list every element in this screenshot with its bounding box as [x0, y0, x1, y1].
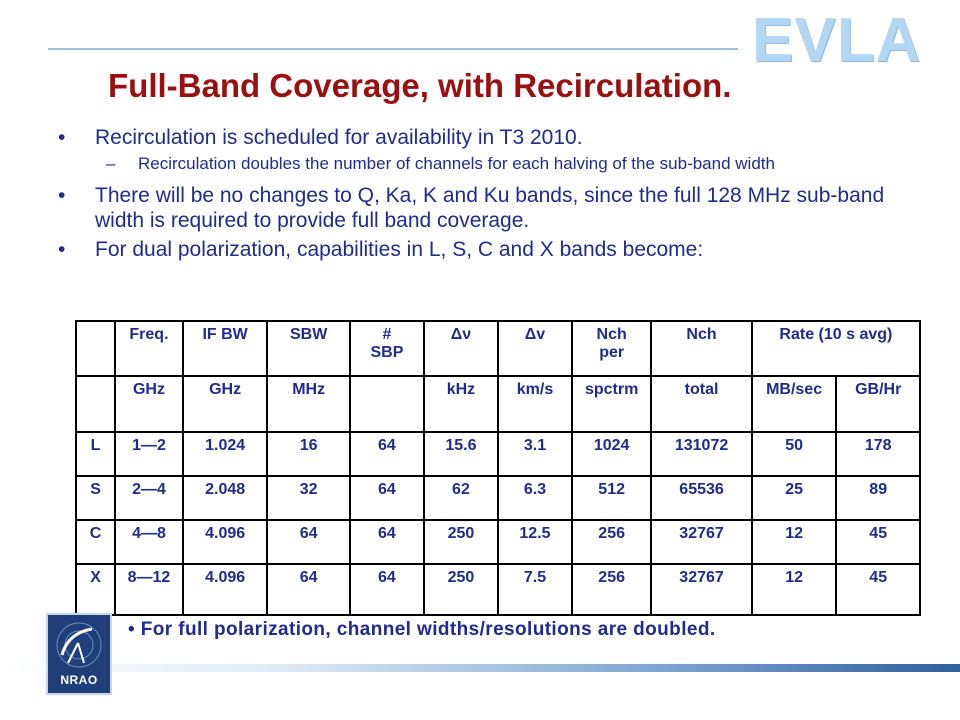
header-line: # [382, 326, 392, 343]
bullet-list: • Recirculation is scheduled for availabi… [58, 125, 918, 266]
footer-band [0, 664, 960, 672]
table-cell: 15.6 [422, 431, 499, 477]
header-cell: Δν [422, 320, 499, 377]
unit-cell: spctrm [570, 375, 653, 433]
table-cell: 4.096 [181, 563, 269, 616]
table-header-row: Freq. IF BW SBW # SBP Δν Δv Nch per Nch Ra… [74, 320, 922, 377]
header-cell: # SBP [348, 320, 425, 377]
unit-cell: GHz [181, 375, 269, 433]
table-cell: 89 [835, 475, 921, 521]
sub-bullet-text: Recirculation doubles the number of chan… [138, 154, 775, 173]
table-cell: 256 [570, 563, 653, 616]
header-cell: Δv [496, 320, 574, 377]
unit-cell: GHz [114, 375, 184, 433]
evla-logo: EVLA [752, 6, 922, 75]
table-cell: 64 [266, 563, 351, 616]
table-cell: 62 [422, 475, 499, 521]
footnote-text: For full polarization, channel widths/re… [140, 619, 716, 640]
bullet-dot-icon: • [58, 238, 66, 261]
table-cell: 250 [422, 563, 499, 616]
unit-cell: MB/sec [750, 375, 838, 433]
bullet-dot-icon: • [128, 619, 141, 640]
table-cell: 45 [835, 563, 921, 616]
table-cell: 1024 [570, 431, 653, 477]
table-cell: 7.5 [496, 563, 574, 616]
bullet-dot-icon: • [58, 126, 66, 149]
corner-cell [74, 320, 117, 377]
table-cell: 2.048 [181, 475, 269, 521]
table-cell: 1—2 [114, 431, 184, 477]
header-rule [48, 48, 738, 50]
band-cell: X [74, 563, 117, 616]
table-cell: 64 [348, 563, 425, 616]
table-cell: 6.3 [496, 475, 574, 521]
bullet-item: • There will be no changes to Q, Ka, K an… [58, 183, 918, 233]
bullet-item: • For dual polarization, capabilities in … [58, 237, 918, 262]
table-cell: 256 [570, 519, 653, 565]
table-cell: 64 [266, 519, 351, 565]
capabilities-table: Freq. IF BW SBW # SBP Δν Δv Nch per Nch Ra… [74, 320, 922, 616]
table-cell: 12 [750, 563, 838, 616]
table-cell: 16 [266, 431, 351, 477]
sub-bullet-item: – Recirculation doubles the number of cha… [58, 154, 918, 173]
table-cell: 131072 [650, 431, 753, 477]
bullet-text: There will be no changes to Q, Ka, K and… [95, 184, 885, 232]
table-cell: 12.5 [496, 519, 574, 565]
header-cell: Nch per [570, 320, 653, 377]
bullet-text: For dual polarization, capabilities in L… [95, 238, 704, 261]
table-cell: 4—8 [114, 519, 184, 565]
table-cell: 2—4 [114, 475, 184, 521]
table-cell: 32767 [650, 519, 753, 565]
table-cell: 25 [750, 475, 838, 521]
bullet-item: • Recirculation is scheduled for availabi… [58, 125, 918, 150]
table-cell: 8—12 [114, 563, 184, 616]
header-line: SBP [370, 344, 404, 361]
table-cell: 178 [835, 431, 921, 477]
nrao-logo: NRAO [46, 613, 112, 695]
unit-cell: km/s [496, 375, 574, 433]
table-row: S 2—4 2.048 32 64 62 6.3 512 65536 25 89 [74, 475, 921, 521]
unit-cell: kHz [422, 375, 499, 433]
table-cell: 64 [348, 475, 425, 521]
footnote: • For full polarization, channel widths/… [128, 619, 716, 641]
header-cell: Freq. [114, 320, 184, 377]
table-cell: 50 [750, 431, 838, 477]
nrao-text: NRAO [60, 673, 98, 687]
band-cell: C [74, 519, 117, 565]
header-line: per [599, 344, 625, 361]
header-line: Nch [596, 326, 627, 343]
table-row: L 1—2 1.024 16 64 15.6 3.1 1024 131072 5… [74, 431, 921, 477]
bullet-dot-icon: • [58, 184, 66, 207]
table-units-row: GHz GHz MHz kHz km/s spctrm total MB/sec… [74, 375, 921, 433]
table-cell: 45 [835, 519, 921, 565]
bullet-text: Recirculation is scheduled for availabil… [95, 126, 583, 149]
unit-cell: GB/Hr [835, 375, 921, 433]
table-cell: 12 [750, 519, 838, 565]
unit-cell: MHz [266, 375, 351, 433]
table-cell: 3.1 [496, 431, 574, 477]
table-cell: 64 [348, 519, 425, 565]
header-cell: SBW [266, 320, 351, 377]
table-cell: 250 [422, 519, 499, 565]
table-cell: 1.024 [181, 431, 269, 477]
header-cell: IF BW [181, 320, 269, 377]
table-cell: 512 [570, 475, 653, 521]
dash-icon: – [106, 154, 116, 173]
header-cell: Rate (10 s avg) [750, 320, 922, 377]
band-cell: L [74, 431, 117, 477]
slide-title: Full-Band Coverage, with Recirculation. [108, 67, 732, 104]
table-row: X 8—12 4.096 64 64 250 7.5 256 32767 12 … [74, 563, 921, 616]
header-cell: Nch [650, 320, 753, 377]
band-cell: S [74, 475, 117, 521]
table-cell: 4.096 [181, 519, 269, 565]
corner-cell [74, 375, 117, 433]
radio-telescope-icon [56, 622, 102, 668]
table-row: C 4—8 4.096 64 64 250 12.5 256 32767 12 … [74, 519, 921, 565]
unit-cell: total [650, 375, 753, 433]
table-cell: 32 [266, 475, 351, 521]
table-cell: 32767 [650, 563, 753, 616]
table-cell: 65536 [650, 475, 753, 521]
table-cell: 64 [348, 431, 425, 477]
unit-cell [348, 375, 425, 433]
